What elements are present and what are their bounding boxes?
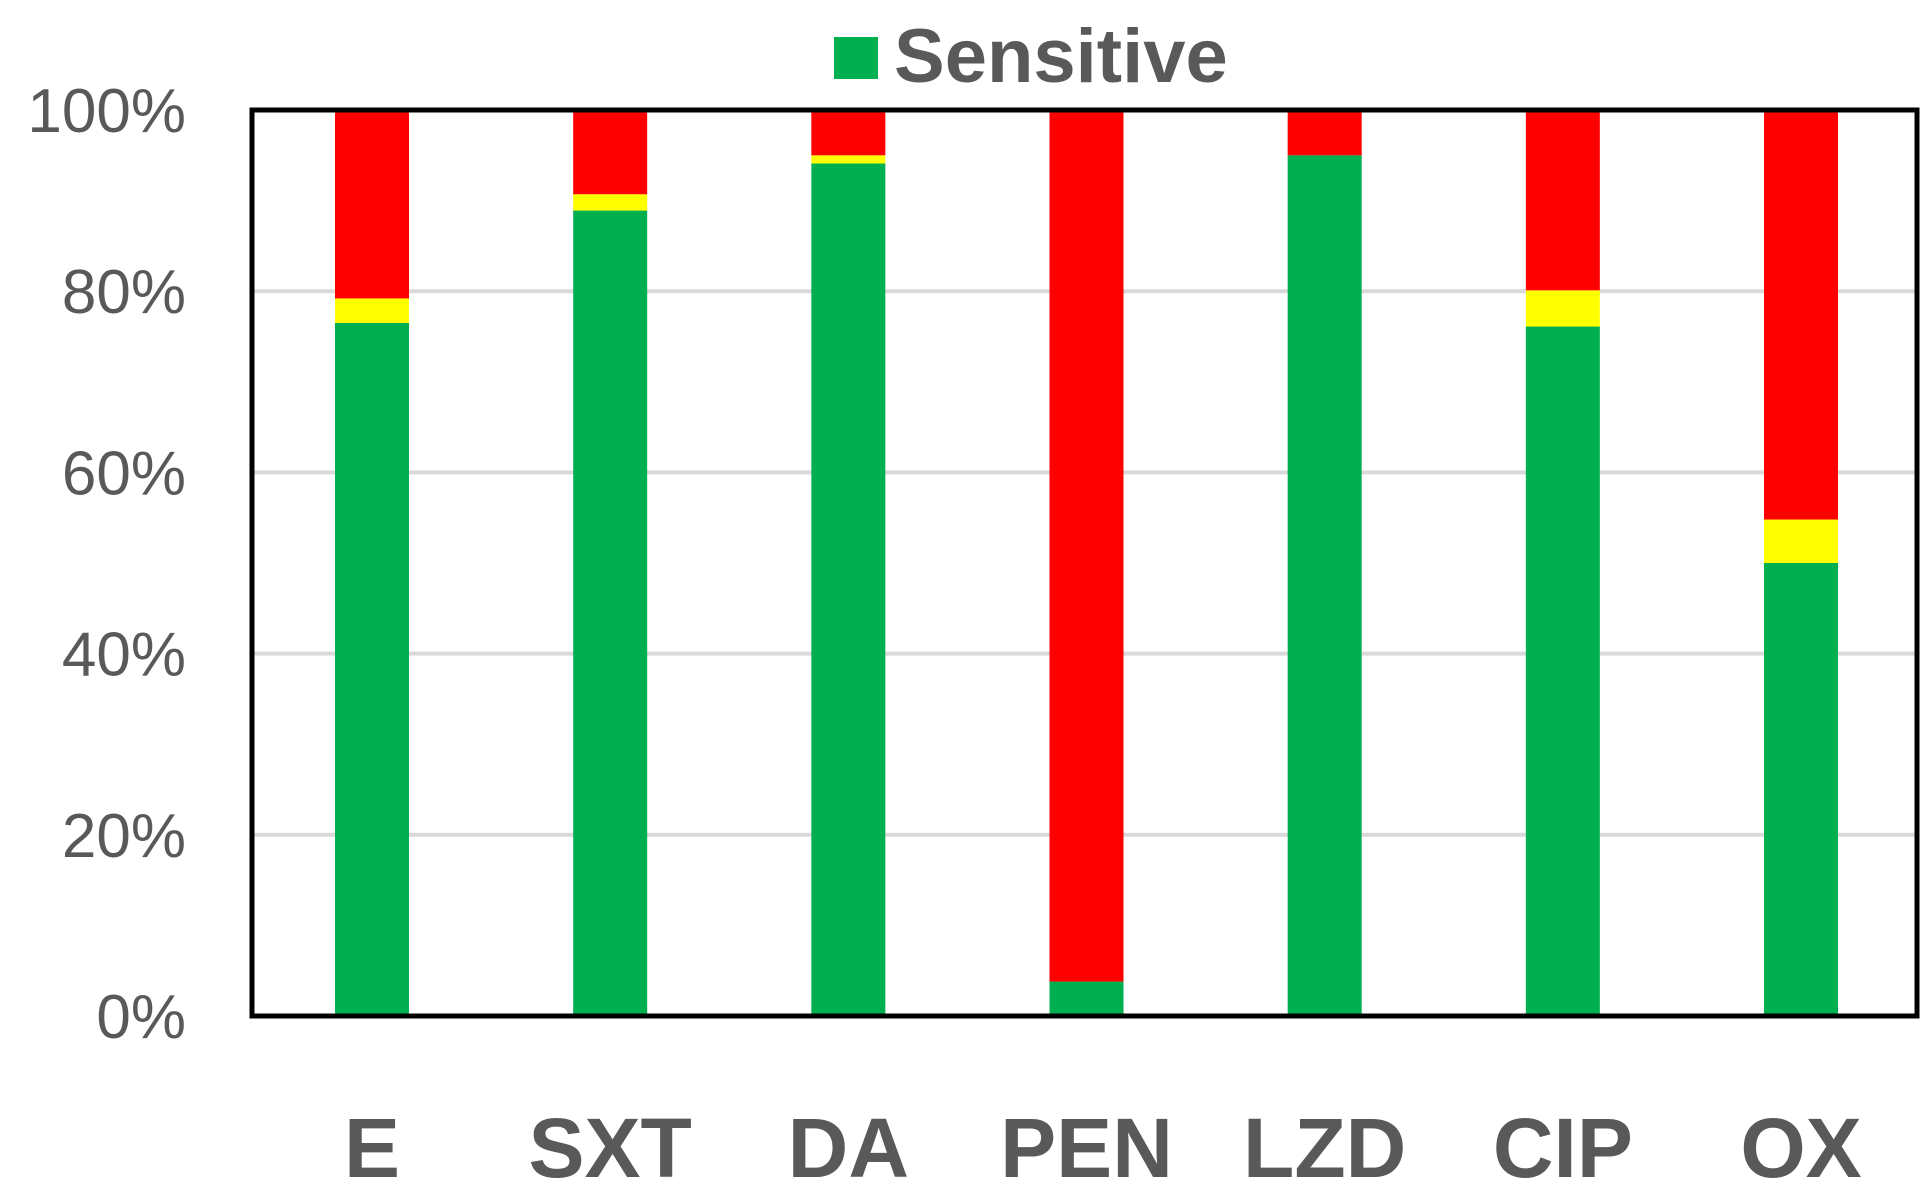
bar-cip-sensitive — [1525, 326, 1600, 1016]
y-tick-label-0: 0% — [96, 983, 186, 1052]
x-axis-ticks: E SXT DA PEN LZD CIP OX — [344, 1101, 1862, 1195]
bar-da-resistant — [811, 110, 886, 156]
bar-cip-resistant — [1525, 110, 1600, 291]
bar-da-intermediate — [811, 155, 886, 164]
bar-e-sensitive — [335, 322, 409, 1016]
legend-swatch-sensitive — [834, 37, 878, 79]
bar-da-sensitive — [811, 163, 886, 1017]
bar-cip-intermediate — [1525, 290, 1600, 327]
bar-sxt-sensitive — [573, 210, 648, 1017]
bar-pen-resistant — [1049, 110, 1124, 982]
legend-label-sensitive: Sensitive — [894, 14, 1228, 99]
y-tick-label-80: 80% — [62, 258, 186, 327]
x-tick-label-sxt: SXT — [528, 1101, 691, 1195]
y-axis-ticks: 0% 20% 40% 60% 80% 100% — [27, 77, 186, 1052]
y-tick-label-60: 60% — [62, 439, 186, 508]
bar-pen-sensitive — [1049, 981, 1124, 1016]
y-tick-label-20: 20% — [62, 802, 186, 871]
y-tick-label-40: 40% — [62, 621, 186, 690]
legend: Sensitive — [834, 14, 1228, 99]
bar-e-resistant — [335, 110, 409, 299]
plot-frame — [249, 107, 1920, 1019]
bar-lzd-resistant — [1287, 110, 1362, 156]
bar-e-intermediate — [335, 298, 409, 323]
bar-lzd-sensitive — [1287, 155, 1362, 1017]
bar-ox-sensitive — [1764, 563, 1838, 1016]
x-tick-label-ox: OX — [1740, 1101, 1861, 1195]
bar-sxt-resistant — [573, 110, 648, 195]
bar-ox-intermediate — [1764, 519, 1838, 563]
bar-sxt-intermediate — [573, 194, 648, 211]
x-tick-label-cip: CIP — [1493, 1101, 1633, 1195]
x-tick-label-pen: PEN — [1000, 1101, 1173, 1195]
bars — [335, 110, 1838, 1017]
x-tick-label-e: E — [344, 1101, 400, 1195]
x-tick-label-da: DA — [788, 1101, 909, 1195]
y-tick-label-100: 100% — [27, 77, 186, 146]
x-tick-label-lzd: LZD — [1243, 1101, 1406, 1195]
bar-ox-resistant — [1764, 110, 1838, 520]
